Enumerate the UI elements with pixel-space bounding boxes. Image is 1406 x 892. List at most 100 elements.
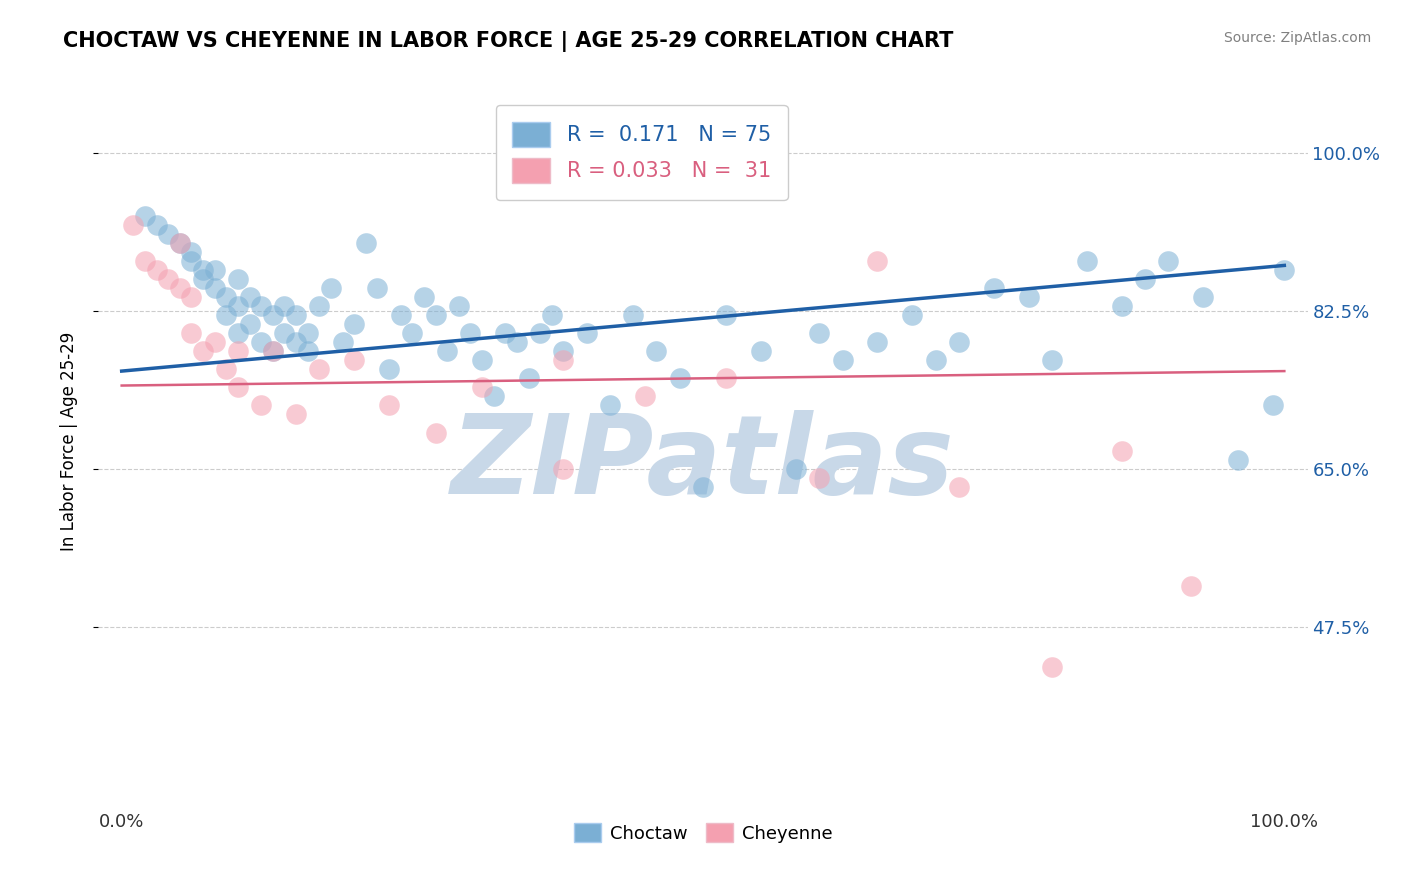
Point xyxy=(983,281,1005,295)
Point xyxy=(226,344,249,359)
Point xyxy=(354,235,377,250)
Point xyxy=(215,362,238,376)
Point xyxy=(553,461,575,475)
Point xyxy=(273,299,295,313)
Point xyxy=(1133,272,1156,286)
Point xyxy=(808,326,831,341)
Point xyxy=(494,326,516,341)
Point xyxy=(425,425,447,440)
Point xyxy=(831,353,853,368)
Point xyxy=(226,272,249,286)
Point xyxy=(215,290,238,304)
Point xyxy=(575,326,598,341)
Point xyxy=(413,290,436,304)
Point xyxy=(122,218,145,232)
Point xyxy=(1040,660,1063,674)
Point xyxy=(425,308,447,322)
Point xyxy=(157,227,180,241)
Point xyxy=(285,308,308,322)
Point xyxy=(169,235,191,250)
Point xyxy=(250,398,273,412)
Point xyxy=(1261,398,1284,412)
Point xyxy=(297,326,319,341)
Point xyxy=(262,308,284,322)
Point xyxy=(553,353,575,368)
Point xyxy=(1157,254,1180,268)
Point xyxy=(134,254,156,268)
Y-axis label: In Labor Force | Age 25-29: In Labor Force | Age 25-29 xyxy=(59,332,77,551)
Point xyxy=(529,326,551,341)
Point xyxy=(378,398,401,412)
Point xyxy=(668,371,690,385)
Point xyxy=(204,281,226,295)
Point xyxy=(517,371,540,385)
Point xyxy=(191,344,214,359)
Point xyxy=(1111,299,1133,313)
Point xyxy=(191,263,214,277)
Point xyxy=(785,461,807,475)
Point xyxy=(460,326,482,341)
Point xyxy=(924,353,946,368)
Point xyxy=(447,299,470,313)
Point xyxy=(540,308,562,322)
Point xyxy=(401,326,423,341)
Point xyxy=(215,308,238,322)
Point xyxy=(1018,290,1040,304)
Point xyxy=(716,308,738,322)
Point xyxy=(1040,353,1063,368)
Point xyxy=(226,326,249,341)
Point xyxy=(262,344,284,359)
Point xyxy=(239,317,262,331)
Point xyxy=(273,326,295,341)
Point xyxy=(180,290,202,304)
Point xyxy=(180,254,202,268)
Point xyxy=(482,389,505,403)
Point xyxy=(180,326,202,341)
Point xyxy=(250,335,273,350)
Point xyxy=(180,244,202,259)
Point xyxy=(948,480,970,494)
Point xyxy=(285,408,308,422)
Point xyxy=(808,471,831,485)
Point xyxy=(250,299,273,313)
Point xyxy=(645,344,668,359)
Point xyxy=(204,335,226,350)
Point xyxy=(169,281,191,295)
Point xyxy=(308,299,330,313)
Point xyxy=(599,398,621,412)
Point xyxy=(262,344,284,359)
Point xyxy=(866,335,889,350)
Point xyxy=(1180,579,1202,593)
Point xyxy=(553,344,575,359)
Point xyxy=(621,308,644,322)
Point xyxy=(297,344,319,359)
Point xyxy=(226,299,249,313)
Point xyxy=(866,254,889,268)
Point xyxy=(145,218,167,232)
Point xyxy=(239,290,262,304)
Point xyxy=(749,344,772,359)
Point xyxy=(1272,263,1295,277)
Point xyxy=(157,272,180,286)
Legend: Choctaw, Cheyenne: Choctaw, Cheyenne xyxy=(565,814,841,852)
Point xyxy=(436,344,458,359)
Point xyxy=(716,371,738,385)
Point xyxy=(378,362,401,376)
Point xyxy=(1111,443,1133,458)
Point xyxy=(471,353,494,368)
Point xyxy=(506,335,529,350)
Point xyxy=(389,308,412,322)
Point xyxy=(948,335,970,350)
Point xyxy=(366,281,388,295)
Point xyxy=(1226,452,1249,467)
Point xyxy=(191,272,214,286)
Point xyxy=(1192,290,1215,304)
Point xyxy=(1076,254,1098,268)
Point xyxy=(169,235,191,250)
Point xyxy=(634,389,657,403)
Point xyxy=(319,281,342,295)
Point xyxy=(134,209,156,223)
Point xyxy=(145,263,167,277)
Text: CHOCTAW VS CHEYENNE IN LABOR FORCE | AGE 25-29 CORRELATION CHART: CHOCTAW VS CHEYENNE IN LABOR FORCE | AGE… xyxy=(63,31,953,53)
Point xyxy=(308,362,330,376)
